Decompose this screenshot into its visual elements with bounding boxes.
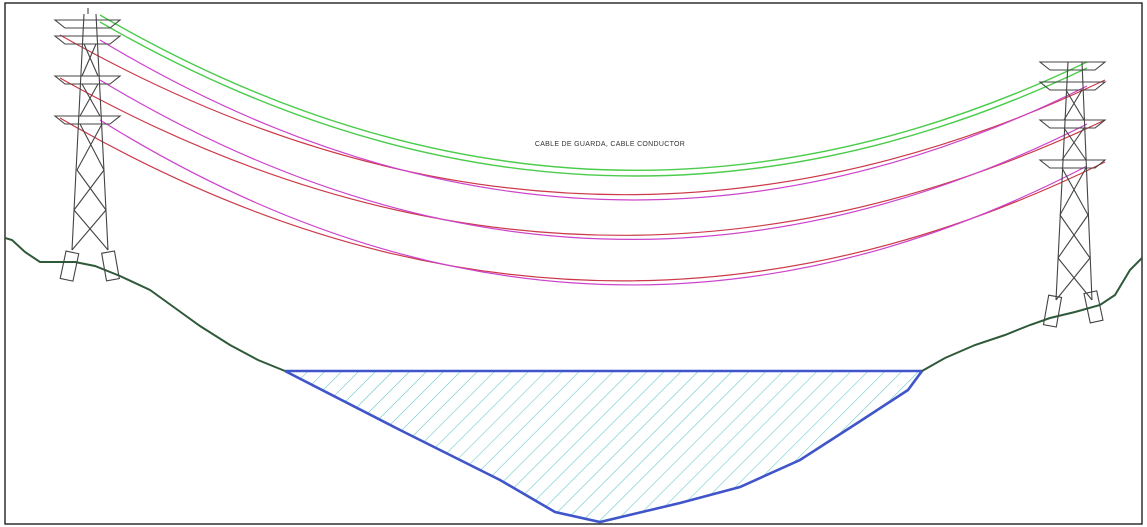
water-body xyxy=(284,369,925,524)
ground-profile-left xyxy=(5,237,286,372)
ground-profile-right xyxy=(921,257,1142,372)
guard-cables xyxy=(99,14,1088,177)
right-tower xyxy=(1038,61,1107,328)
cable-label: CABLE DE GUARDA, CABLE CONDUCTOR xyxy=(535,141,685,148)
drawing-border xyxy=(4,2,1143,525)
conductor-cables xyxy=(59,34,1106,286)
left-tower xyxy=(53,8,122,282)
